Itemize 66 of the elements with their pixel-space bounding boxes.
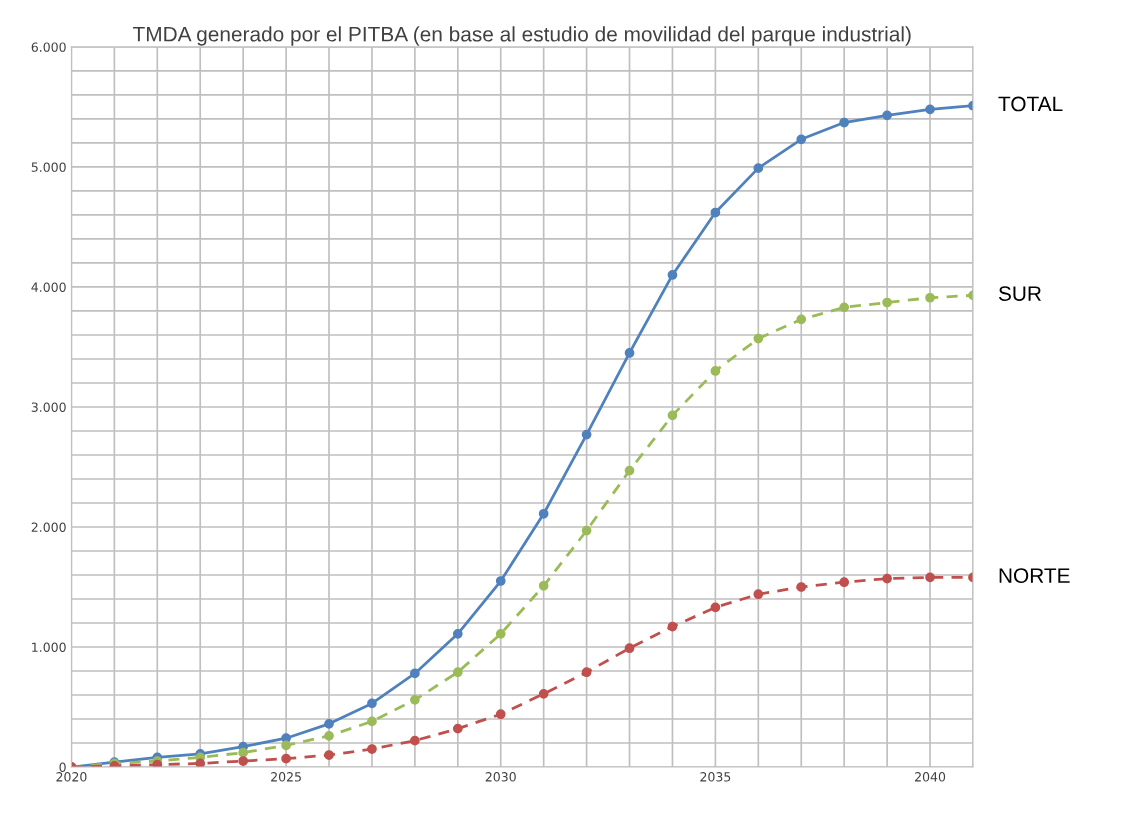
y-tick-label: 2.000 [31,522,66,532]
point [624,465,635,476]
point [710,602,721,613]
point [238,756,249,766]
point [452,667,463,678]
point [367,698,377,709]
point [753,589,764,600]
point [796,582,807,592]
point [667,410,678,421]
point [238,747,249,758]
point [667,621,678,632]
point [410,668,420,679]
y-tick-label: 1.000 [32,642,66,652]
point [882,573,892,584]
y-tick-label: 0 [59,762,66,772]
point [538,688,549,699]
point [624,348,635,358]
point [796,314,807,325]
point [538,580,549,591]
point [839,117,850,128]
y-tick-label: 4.000 [31,282,66,292]
point [324,718,334,729]
y-tick-label: 6.000 [31,42,66,52]
point [796,134,807,145]
point [839,302,850,313]
point [495,628,506,639]
series-label: SUR [998,286,1041,301]
point [281,753,291,764]
point [452,723,463,734]
point [324,730,334,741]
point [624,643,635,654]
series-label: TOTAL [998,96,1063,112]
point [753,163,764,173]
point [839,577,850,588]
point [925,292,935,303]
point [495,709,506,720]
point [581,429,592,440]
x-tick-label: 2025 [271,772,301,782]
point [882,110,892,121]
point [195,758,206,768]
point [495,576,506,586]
point [410,735,420,746]
point [667,270,678,280]
point [882,297,892,308]
point [925,572,935,583]
y-tick-label: 5.000 [31,162,66,172]
point [925,104,935,115]
point [452,628,463,639]
point [710,207,721,218]
x-tick-label: 2020 [56,772,87,782]
point [367,744,377,754]
x-tick-label: 2035 [700,772,731,782]
point [710,366,721,376]
point [367,716,377,727]
point [581,525,592,536]
point [410,694,420,705]
point [753,333,764,344]
point [324,750,334,760]
y-tick-label: 3.000 [31,402,66,412]
x-tick-label: 2040 [915,772,946,782]
x-tick-label: 2030 [485,772,516,782]
point [581,667,592,678]
point [538,508,549,519]
point [281,740,291,751]
chart-title: TMDA generado por el PITBA (en base al estudio de movilidad del parque industrial) [133,26,911,46]
series-label: NORTE [999,568,1070,583]
